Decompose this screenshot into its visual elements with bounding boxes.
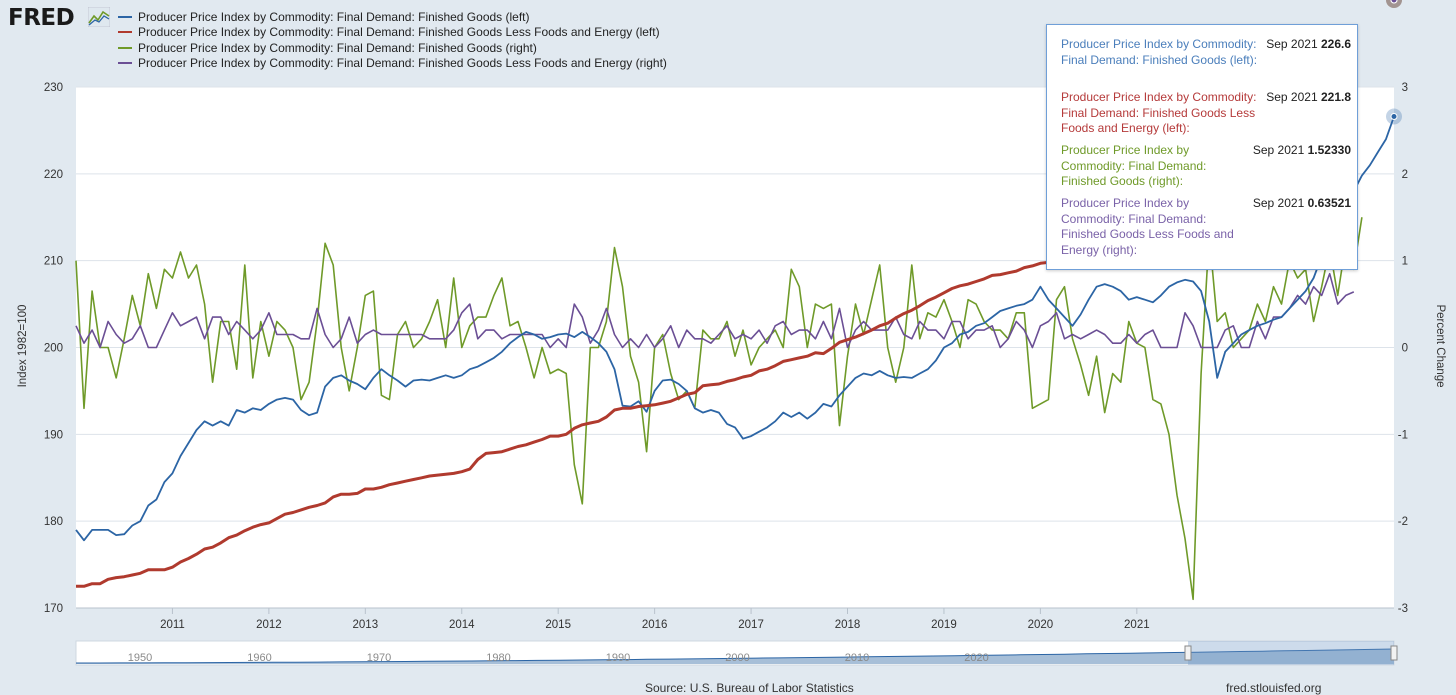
- x-tick-label: 2015: [545, 619, 571, 631]
- hover-tooltip: Producer Price Index by Commodity: Final…: [1046, 24, 1358, 270]
- source-note: Source: U.S. Bureau of Labor Statistics: [645, 681, 854, 695]
- x-tick-label: 2020: [1028, 619, 1054, 631]
- legend-item-ppi-finished-left[interactable]: Producer Price Index by Commodity: Final…: [118, 9, 667, 25]
- legend-label: Producer Price Index by Commodity: Final…: [138, 9, 530, 24]
- x-tick-label: 2012: [256, 619, 282, 631]
- tooltip-series-name: Producer Price Index by Commodity: Final…: [1061, 143, 1207, 189]
- x-tick-label: 2019: [931, 619, 957, 631]
- tooltip-entry: Producer Price Index by Commodity: Final…: [1061, 90, 1351, 137]
- y-tick-label: 170: [44, 603, 63, 615]
- left-axis: 170 180 190 200 210 220 230: [44, 82, 63, 615]
- y-tick-label: 200: [44, 343, 63, 355]
- fred-chart-icon: [88, 7, 110, 27]
- series-line[interactable]: [75, 217, 1363, 601]
- x-tick-label: 2013: [353, 619, 379, 631]
- tooltip-date: Sep 2021: [1266, 90, 1318, 104]
- navigator-area: [76, 649, 1394, 664]
- legend-swatch: [118, 62, 132, 65]
- y-tick-label-right: 2: [1402, 169, 1408, 181]
- tooltip-number: 0.63521: [1307, 196, 1351, 210]
- navigator-label: 1990: [606, 652, 630, 664]
- tooltip-date: Sep 2021: [1266, 37, 1318, 51]
- hover-halo: [1386, 0, 1402, 8]
- y-tick-label-right: 3: [1402, 82, 1408, 94]
- navigator-label: 2020: [964, 652, 988, 664]
- navigator-handle[interactable]: [1390, 645, 1398, 661]
- hover-point: [1390, 0, 1398, 4]
- legend-item-ppi-core-right[interactable]: Producer Price Index by Commodity: Final…: [118, 56, 667, 72]
- y-tick-label: 210: [44, 256, 63, 268]
- legend-label: Producer Price Index by Commodity: Final…: [138, 56, 667, 71]
- x-axis: 2011 2012 2013 2014 2015 2016 2017 2018 2019 2020…: [160, 608, 1150, 631]
- navigator-label: 1980: [486, 652, 510, 664]
- y-tick-label: 230: [44, 82, 63, 94]
- tooltip-series-name: Producer Price Index by Commodity: Final…: [1061, 196, 1234, 258]
- legend-item-ppi-core-left[interactable]: Producer Price Index by Commodity: Final…: [118, 25, 667, 41]
- x-tick-label: 2021: [1124, 619, 1150, 631]
- x-tick-label: 2018: [835, 619, 861, 631]
- tooltip-entry: Producer Price Index by Commodity: Final…: [1061, 143, 1351, 190]
- tooltip-number: 1.52330: [1307, 143, 1351, 157]
- tooltip-date: Sep 2021: [1252, 143, 1305, 157]
- tooltip-value: Sep 2021 226.6: [1266, 37, 1351, 53]
- navigator-label: 1950: [128, 652, 152, 664]
- left-axis-title: Index 1982=100: [17, 304, 29, 388]
- legend-swatch: [118, 31, 132, 34]
- tooltip-value: Sep 2021 1.52330: [1253, 143, 1351, 159]
- hover-markers: [1386, 0, 1402, 125]
- tooltip-value: Sep 2021 221.8: [1266, 90, 1351, 106]
- hover-halo: [1386, 0, 1402, 8]
- y-tick-label-right: -3: [1398, 603, 1408, 615]
- y-tick-label: 220: [44, 169, 63, 181]
- navigator-selection[interactable]: [1188, 641, 1394, 665]
- y-tick-label-right: -1: [1398, 429, 1408, 441]
- hover-point: [1390, 113, 1398, 121]
- series-line[interactable]: [75, 272, 1355, 349]
- source-url[interactable]: fred.stlouisfed.org: [1226, 681, 1322, 695]
- legend-swatch: [118, 46, 132, 49]
- navigator-label: 1970: [367, 652, 391, 664]
- chart-legend: Producer Price Index by Commodity: Final…: [118, 9, 667, 71]
- x-tick-label: 2014: [449, 619, 475, 631]
- navigator-label: 1960: [247, 652, 271, 664]
- y-tick-label-right: -2: [1398, 516, 1408, 528]
- x-tick-label: 2011: [160, 619, 185, 631]
- right-axis: -3 -2 -1 0 1 2 3: [1398, 82, 1408, 615]
- tooltip-series-name: Producer Price Index by Commodity: Final…: [1061, 90, 1257, 136]
- legend-swatch: [118, 15, 132, 18]
- x-tick-label: 2017: [738, 619, 764, 631]
- navigator-label: 2010: [845, 652, 869, 664]
- tooltip-entry: Producer Price Index by Commodity: Final…: [1061, 37, 1351, 68]
- x-tick-label: 2016: [642, 619, 668, 631]
- tooltip-series-name: Producer Price Index by Commodity: Final…: [1061, 37, 1258, 67]
- y-tick-label-right: 1: [1402, 256, 1408, 268]
- tooltip-value: Sep 2021 0.63521: [1253, 196, 1351, 212]
- fred-logo[interactable]: FRED: [8, 5, 75, 31]
- y-tick-label-right: 0: [1402, 343, 1408, 355]
- legend-label: Producer Price Index by Commodity: Final…: [138, 40, 537, 55]
- series-line[interactable]: [75, 116, 1395, 542]
- y-tick-label: 190: [44, 429, 63, 441]
- tooltip-entry: Producer Price Index by Commodity: Final…: [1061, 196, 1351, 259]
- navigator-label: 2000: [725, 652, 749, 664]
- y-tick-label: 180: [44, 516, 63, 528]
- right-axis-title: Percent Change: [1434, 304, 1446, 388]
- range-navigator[interactable]: 1950 1960 1970 1980 1990 2000 2010 2020: [75, 640, 1398, 666]
- hover-halo: [1386, 0, 1402, 8]
- tooltip-number: 226.6: [1320, 37, 1351, 51]
- navigator-line: [76, 648, 1395, 664]
- navigator-handle[interactable]: [1184, 645, 1192, 661]
- legend-item-ppi-finished-right[interactable]: Producer Price Index by Commodity: Final…: [118, 40, 667, 56]
- tooltip-number: 221.8: [1320, 90, 1351, 104]
- tooltip-date: Sep 2021: [1252, 196, 1305, 210]
- legend-label: Producer Price Index by Commodity: Final…: [138, 25, 660, 40]
